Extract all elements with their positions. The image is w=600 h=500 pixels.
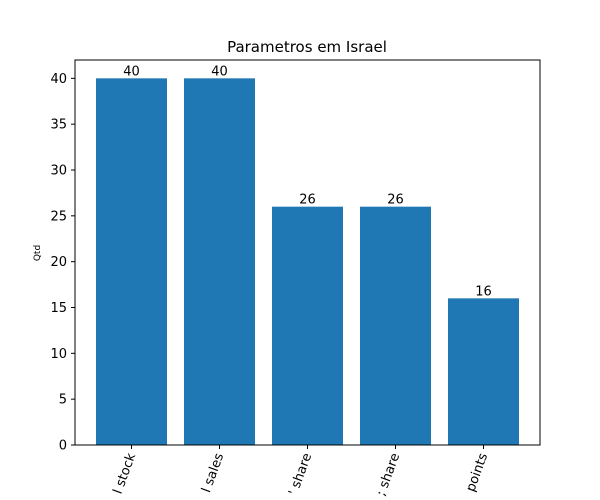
plot-area-frame (74, 59, 541, 446)
bar-value-label: 16 (475, 284, 492, 299)
y-tick-label: 20 (50, 255, 67, 270)
y-tick-label: 25 (50, 209, 67, 224)
bars (96, 78, 519, 445)
bar-value-label: 40 (211, 64, 228, 79)
y-tick-label: 35 (50, 118, 67, 133)
y-tick-label: 10 (50, 347, 67, 362)
bar-value-label: 26 (387, 193, 404, 208)
y-axis-ticks: 0 5 10 15 20 25 30 35 40 (50, 72, 75, 454)
value-labels: 40 40 26 26 16 (123, 64, 492, 299)
y-tick-label: 5 (59, 393, 67, 408)
bar (96, 78, 167, 445)
chart-title: Parametros em Israel (227, 38, 387, 56)
bar-value-label: 40 (123, 64, 140, 79)
y-tick-label: 15 (50, 301, 67, 316)
y-tick-label: 40 (50, 72, 67, 87)
bar (360, 206, 431, 445)
bar (448, 298, 519, 445)
y-tick-label: 30 (50, 164, 67, 179)
bar (272, 206, 343, 445)
bar (184, 78, 255, 445)
y-tick-label: 0 (59, 439, 67, 454)
bar-value-label: 26 (299, 193, 316, 208)
y-axis-label: Qtd (33, 245, 43, 261)
